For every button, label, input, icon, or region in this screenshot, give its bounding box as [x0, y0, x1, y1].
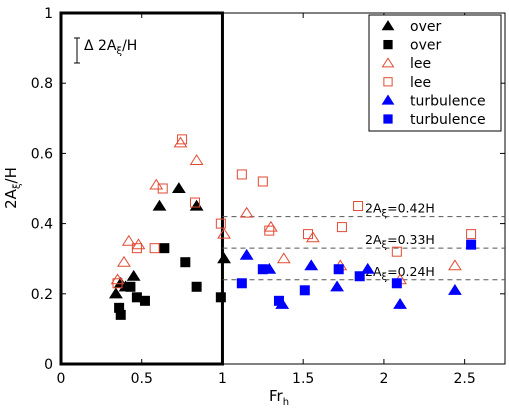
series-lee — [112, 134, 477, 289]
legend-marker — [381, 94, 395, 105]
reference-label-subscript: ξ — [382, 272, 388, 283]
data-point — [299, 285, 310, 296]
data-point — [305, 231, 320, 243]
data-point — [393, 297, 407, 309]
data-point — [304, 259, 319, 271]
reference-label-part: 2A — [365, 232, 382, 247]
data-point — [336, 222, 347, 233]
data-point — [236, 278, 247, 289]
y-tick-label: 0.6 — [31, 146, 53, 162]
data-point — [330, 280, 344, 292]
data-point — [391, 246, 402, 257]
data-point — [149, 243, 160, 254]
data-point — [333, 264, 344, 275]
data-point — [126, 269, 141, 281]
series-over — [114, 243, 226, 320]
y-tick-label: 1 — [44, 6, 53, 22]
data-point — [112, 278, 123, 289]
data-point — [217, 227, 231, 239]
data-point — [264, 225, 275, 236]
legend-label: lee — [410, 56, 431, 72]
data-point — [448, 259, 462, 271]
legend-marker — [381, 57, 395, 68]
data-point — [466, 239, 477, 250]
legend: over over lee lee turbulence turbulence — [368, 14, 502, 132]
data-point — [353, 201, 364, 212]
data-point — [360, 262, 375, 274]
data-point — [190, 197, 201, 208]
data-point — [215, 218, 226, 229]
y-tick-label: 0 — [44, 357, 53, 373]
data-points — [108, 134, 477, 320]
data-point — [239, 248, 254, 260]
y-tick-label: 0.8 — [31, 76, 53, 92]
reference-label-part: =0.24H — [387, 264, 435, 279]
reference-label-subscript: ξ — [382, 209, 388, 220]
x-tick-label: 2 — [379, 371, 388, 387]
data-point — [157, 183, 168, 194]
data-point — [217, 252, 231, 264]
legend-marker — [383, 39, 393, 50]
data-point — [448, 283, 462, 295]
y-tick-label: 0.4 — [31, 217, 53, 233]
data-point — [236, 169, 247, 180]
error-bar-label: Δ 2Aξ/H — [84, 38, 137, 57]
data-point — [189, 154, 204, 165]
data-point — [257, 264, 268, 275]
data-point — [139, 295, 150, 306]
error-bar-indicator: Δ 2Aξ/H — [74, 37, 137, 64]
legend-marker — [383, 114, 393, 124]
legend-label: turbulence — [410, 93, 486, 109]
y-axis-label: 2Aξ/H — [2, 167, 23, 209]
x-tick-label: 0 — [57, 371, 66, 387]
reference-label-part: =0.42H — [387, 201, 435, 216]
data-point — [131, 243, 142, 254]
data-point — [273, 295, 284, 306]
reference-line-label: 2Aξ=0.42H — [365, 201, 435, 220]
x-tick-label: 1 — [218, 371, 227, 387]
reference-label-subscript: ξ — [382, 240, 388, 251]
reference-label-part: =0.33H — [387, 232, 435, 247]
data-point — [125, 281, 136, 292]
legend-label: over — [410, 19, 441, 35]
data-point — [171, 182, 186, 194]
data-point — [108, 287, 123, 299]
reference-line-label: 2Aξ=0.33H — [365, 232, 435, 251]
legend-marker — [381, 20, 395, 31]
data-point — [276, 252, 291, 264]
x-tick-label: 2.5 — [454, 371, 476, 387]
data-point — [239, 206, 254, 218]
legend-box — [368, 14, 502, 132]
data-point — [115, 309, 126, 320]
data-point — [303, 229, 314, 240]
data-point — [257, 176, 268, 187]
data-point — [121, 234, 136, 246]
data-point — [177, 134, 188, 145]
data-point — [391, 278, 402, 289]
data-point — [215, 292, 226, 303]
x-tick-label: 0.5 — [131, 371, 153, 387]
x-tick-label: 1.5 — [292, 371, 314, 387]
data-point — [152, 199, 167, 211]
legend-marker — [383, 77, 393, 87]
x-axis-label: Frh — [269, 387, 289, 408]
legend-label: over — [410, 38, 441, 54]
data-point — [117, 255, 131, 267]
legend-label: lee — [410, 75, 431, 91]
y-tick-label: 0.2 — [31, 287, 53, 303]
series-turbulence — [236, 239, 477, 306]
data-point — [466, 229, 477, 240]
reference-label-part: 2A — [365, 201, 382, 216]
data-point — [354, 271, 365, 282]
legend-label: turbulence — [410, 112, 486, 128]
data-point — [191, 281, 202, 292]
data-point — [180, 257, 191, 268]
data-point — [159, 243, 170, 254]
axes: 0 0.5 1 1.5 2 2.5 0 0.2 0.4 0.6 0.8 1 — [31, 6, 505, 387]
